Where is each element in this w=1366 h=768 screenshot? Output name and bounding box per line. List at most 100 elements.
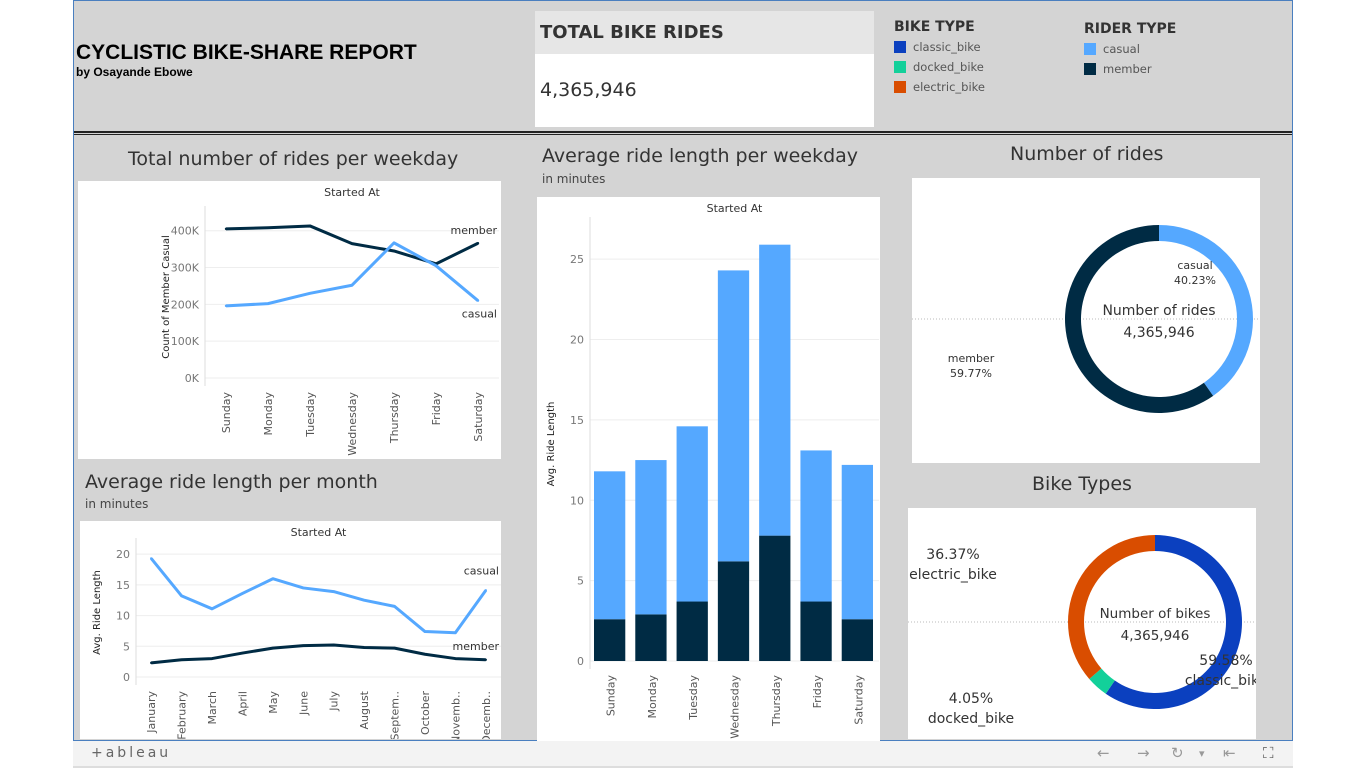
- slice-percent: 36.37%: [926, 547, 979, 563]
- month-length-chart[interactable]: Started At Avg. Ride Length 0 5 10 15 20 Januar…: [80, 521, 501, 744]
- x-tick-label: May: [267, 691, 280, 714]
- column-header: Started At: [291, 526, 347, 539]
- fullscreen-button[interactable]: ⛶: [1263, 744, 1274, 762]
- data-point-member: [484, 658, 487, 661]
- tableau-logo: +ableau: [91, 745, 172, 761]
- weekday-count-chart[interactable]: Started At Count of Member Casual 0K 100K 20…: [78, 181, 501, 459]
- series-line-member: [151, 643, 486, 665]
- data-point-casual: [266, 302, 270, 305]
- center-label: Number of rides: [1102, 303, 1215, 319]
- x-tick-label: February: [176, 691, 189, 739]
- rider-type-legend: RIDER TYPE casual member: [1084, 21, 1176, 79]
- report-title: CYCLISTIC BIKE-SHARE REPORT: [76, 41, 417, 64]
- report-author: by Osayande Ebowe: [76, 65, 193, 79]
- slice-label: docked_bike: [928, 711, 1014, 727]
- data-point-casual: [271, 577, 275, 580]
- redo-button[interactable]: →: [1137, 744, 1150, 762]
- bar-casual: [635, 460, 667, 615]
- x-tick-label: Monday: [646, 675, 659, 719]
- y-tick-label: 20: [570, 334, 584, 347]
- weekday-length-chart[interactable]: Started At Avg. Ride Length 0 5 10 15 20 25 Sund…: [537, 197, 880, 742]
- data-point-casual: [150, 557, 153, 560]
- data-point-casual: [392, 241, 396, 245]
- rides-donut-chart[interactable]: casual 40.23% member 59.77% Number of rides 4…: [912, 178, 1260, 463]
- swatch: [894, 81, 906, 93]
- data-point-casual: [476, 299, 480, 302]
- month-length-subtitle: in minutes: [85, 497, 149, 511]
- weekday-length-panel: Started At Avg. Ride Length 0 5 10 15 20 25 Sund…: [537, 197, 880, 742]
- data-point-member: [350, 242, 354, 245]
- y-tick-label: 5: [123, 640, 130, 653]
- bar-member: [800, 601, 832, 661]
- slice-label: electric_bike: [909, 567, 997, 583]
- data-point-casual: [434, 264, 438, 267]
- y-tick-label: 10: [570, 494, 584, 507]
- series-label: member: [451, 224, 498, 237]
- x-tick-label: March: [206, 691, 219, 725]
- y-tick-label: 0K: [185, 372, 200, 385]
- swatch: [894, 41, 906, 53]
- legend-label: casual: [1103, 42, 1140, 56]
- bar-casual: [841, 464, 873, 620]
- bikes-donut-chart[interactable]: 59.58% classic_bike 4.05% docked_bike 36.37%…: [908, 508, 1267, 739]
- y-tick-label: 400K: [171, 225, 200, 238]
- x-tick-label: Wednesday: [729, 675, 742, 739]
- y-axis-label: Count of Member Casual: [161, 235, 172, 359]
- x-tick-label: Wednesday: [346, 392, 359, 456]
- x-tick-label: Septem..: [389, 691, 402, 739]
- undo-button[interactable]: ←: [1097, 744, 1110, 762]
- x-tick-label: January: [145, 691, 158, 734]
- column-header: Started At: [707, 202, 763, 215]
- center-value: 4,365,946: [1121, 628, 1190, 644]
- weekday-length-subtitle: in minutes: [542, 172, 606, 186]
- data-point-member: [362, 646, 366, 649]
- refresh-button[interactable]: ↻: [1171, 744, 1184, 762]
- legend-item-docked[interactable]: docked_bike: [894, 57, 985, 77]
- center-label: Number of bikes: [1100, 606, 1211, 622]
- bar-casual: [800, 450, 832, 602]
- slice-percent: 59.77%: [950, 367, 992, 380]
- bar-casual: [594, 471, 626, 620]
- legend-title: RIDER TYPE: [1084, 21, 1177, 37]
- x-tick-label: Sunday: [605, 675, 618, 717]
- data-point-casual: [224, 304, 228, 308]
- legend-item-classic[interactable]: classic_bike: [894, 37, 985, 57]
- slice-member: [1065, 225, 1214, 413]
- x-tick-label: Novemb..: [449, 691, 462, 739]
- data-point-casual: [180, 594, 183, 598]
- y-tick-label: 20: [116, 548, 130, 561]
- weekday-count-title: Total number of rides per weekday: [128, 148, 459, 170]
- data-point-casual: [362, 599, 366, 602]
- x-tick-label: Friday: [811, 675, 824, 709]
- legend-item-electric[interactable]: electric_bike: [894, 77, 985, 97]
- legend-item-member[interactable]: member: [1084, 59, 1176, 79]
- bar-member: [594, 619, 626, 661]
- x-tick-label: Thursday: [388, 392, 401, 445]
- y-axis-label: Avg. Ride Length: [546, 402, 557, 487]
- data-point-casual: [454, 631, 457, 634]
- x-tick-label: Sunday: [220, 392, 233, 434]
- series-line-casual: [225, 241, 479, 308]
- revert-button[interactable]: ⇤: [1223, 744, 1236, 762]
- weekday-length-title: Average ride length per weekday: [542, 145, 859, 167]
- series-line-member: [225, 224, 479, 266]
- series-label: casual: [462, 308, 497, 321]
- data-point-member: [392, 249, 396, 253]
- legend-title: BIKE TYPE: [894, 19, 975, 35]
- legend-label: electric_bike: [913, 80, 985, 94]
- data-point-member: [150, 661, 153, 665]
- bikes-donut-title: Bike Types: [1032, 473, 1132, 495]
- data-point-member: [332, 643, 335, 647]
- legend-item-casual[interactable]: casual: [1084, 39, 1176, 59]
- data-point-casual: [393, 605, 396, 608]
- tableau-toolbar: +ableau ← → ↻ ▾ ⇤ ⛶: [73, 741, 1293, 768]
- series-label: casual: [464, 564, 499, 577]
- refresh-dropdown-icon[interactable]: ▾: [1199, 747, 1205, 760]
- y-tick-label: 15: [570, 414, 584, 427]
- y-tick-label: 100K: [171, 335, 200, 348]
- x-tick-label: Friday: [430, 392, 443, 426]
- y-tick-label: 15: [116, 579, 130, 592]
- y-tick-label: 0: [123, 671, 130, 684]
- x-tick-label: Monday: [262, 392, 275, 436]
- data-point-member: [423, 653, 427, 656]
